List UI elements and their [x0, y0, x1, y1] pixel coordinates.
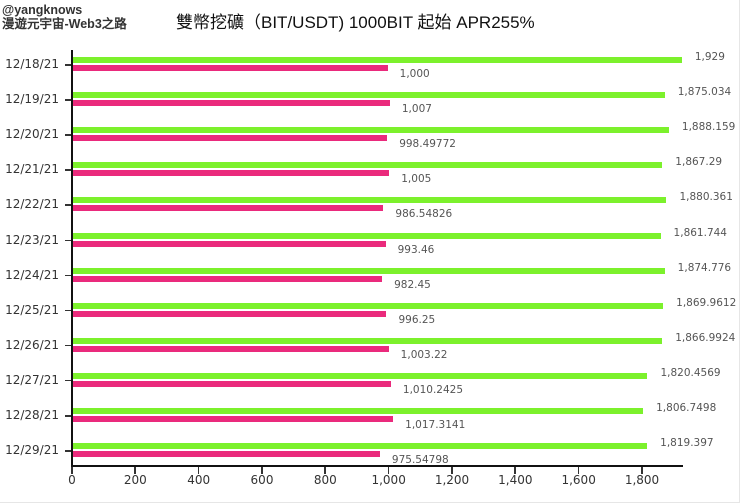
y-axis-label: 12/18/21: [5, 57, 59, 71]
bar-value-label: 1,875.034: [677, 86, 732, 99]
bar-value-label: 1,003.22: [400, 348, 448, 361]
bar-value-label: 1,017.3141: [405, 419, 466, 431]
y-axis-tick: [65, 344, 71, 347]
x-axis-tick: [451, 467, 453, 474]
bar-green[interactable]: [73, 443, 648, 450]
y-axis-tick: [65, 415, 71, 417]
x-axis-tick: [71, 467, 73, 474]
y-axis-tick: [65, 204, 71, 206]
bar-value-label: 1,819.397: [660, 437, 714, 450]
x-axis-tick: [577, 467, 580, 474]
y-axis-tick: [65, 379, 71, 382]
bar-value-label: 1,929: [694, 51, 725, 63]
bar-pink[interactable]: [73, 100, 390, 107]
x-axis-tick: [324, 467, 326, 474]
author-handle: @yangknows: [2, 3, 83, 17]
bar-green[interactable]: [73, 127, 669, 134]
x-axis-tick: [514, 467, 516, 474]
bar-value-label: 986.54826: [395, 208, 453, 221]
bar-value-label: 1,880.361: [679, 191, 733, 204]
x-axis-label: 1,600: [561, 473, 596, 487]
bar-pink[interactable]: [73, 205, 384, 212]
bar-value-label: 1,007: [401, 103, 432, 116]
y-axis-label: 12/28/21: [5, 408, 59, 422]
author-tagline: 漫遊元宇宙-Web3之路: [2, 17, 127, 31]
y-axis-label: 12/21/21: [5, 162, 59, 177]
y-axis-tick: [65, 274, 71, 277]
x-axis-label: 400: [187, 473, 211, 487]
x-axis-label: 800: [313, 473, 337, 487]
x-axis-tick: [261, 467, 263, 474]
y-axis-tick: [65, 169, 71, 171]
x-axis-label: 1,800: [624, 473, 660, 487]
y-axis-tick: [65, 99, 71, 101]
bar-value-label: 998.49772: [399, 138, 456, 151]
bar-pink[interactable]: [73, 380, 391, 387]
x-axis-tick: [387, 467, 390, 474]
bar-value-label: 982.45: [394, 278, 431, 291]
y-axis-label: 12/26/21: [5, 337, 59, 352]
y-axis-tick: [65, 450, 71, 452]
y-axis-label: 12/25/21: [5, 302, 59, 317]
bar-value-label: 1,861.744: [673, 226, 727, 239]
bar-value-label: 975.54798: [391, 454, 449, 467]
bar-green[interactable]: [73, 408, 644, 414]
bar-pink[interactable]: [73, 451, 380, 458]
bar-green[interactable]: [73, 267, 665, 274]
bar-pink[interactable]: [73, 416, 394, 422]
bar-value-label: 1,005: [401, 173, 432, 186]
y-axis-tick: [65, 309, 71, 312]
bar-green[interactable]: [73, 92, 665, 99]
y-axis-tick: [65, 239, 71, 241]
bar-value-label: 1,869.9612: [676, 296, 737, 309]
bar-value-label: 1,874.776: [677, 261, 732, 274]
y-axis-label: 12/24/21: [5, 267, 59, 282]
x-axis-label: 600: [250, 473, 274, 487]
bar-value-label: 996.25: [398, 313, 436, 326]
bar-pink[interactable]: [73, 65, 388, 71]
bar-value-label: 1,000: [399, 68, 430, 80]
bar-value-label: 993.46: [397, 243, 435, 256]
x-axis-tick: [134, 467, 136, 474]
bar-pink[interactable]: [73, 345, 389, 352]
chart-title: 雙幣挖礦（BIT/USDT) 1000BIT 起始 APR255%: [176, 13, 535, 32]
x-axis-label: 200: [123, 473, 147, 487]
bar-pink[interactable]: [73, 170, 390, 177]
bar-pink[interactable]: [73, 135, 388, 142]
x-axis-line: [71, 465, 683, 467]
bar-value-label: 1,010.2425: [402, 383, 464, 396]
y-axis-label: 12/20/21: [5, 127, 59, 142]
x-axis-label: 1,200: [434, 473, 470, 487]
y-axis-label: 12/27/21: [5, 372, 59, 387]
y-axis-line: [71, 50, 73, 467]
bar-green[interactable]: [73, 302, 664, 309]
bar-green[interactable]: [73, 57, 682, 63]
bar-value-label: 1,806.7498: [656, 402, 717, 414]
bar-green[interactable]: [73, 337, 663, 344]
x-axis-tick: [197, 467, 200, 474]
y-axis-label: 12/29/21: [5, 443, 59, 458]
y-axis-label: 12/23/21: [5, 232, 59, 247]
bar-value-label: 1,888.159: [681, 121, 736, 134]
bar-value-label: 1,866.9924: [675, 331, 736, 344]
bar-green[interactable]: [73, 232, 661, 239]
bar-value-label: 1,820.4569: [660, 366, 721, 379]
y-axis-tick: [65, 134, 71, 136]
y-axis-tick: [65, 64, 71, 66]
y-axis-label: 12/19/21: [5, 92, 59, 107]
x-axis-label: 0: [68, 473, 76, 487]
bar-green[interactable]: [73, 372, 648, 379]
bar-green[interactable]: [73, 162, 663, 169]
bar-value-label: 1,867.29: [675, 156, 723, 169]
x-axis-tick: [641, 467, 643, 474]
author-watermark: @yangknows 漫遊元宇宙-Web3之路: [2, 3, 127, 31]
x-axis-label: 1,000: [371, 473, 406, 487]
bar-pink[interactable]: [73, 240, 386, 247]
bar-pink[interactable]: [73, 275, 383, 282]
bar-pink[interactable]: [73, 310, 387, 317]
bar-green[interactable]: [73, 197, 667, 204]
x-axis-label: 1,400: [498, 473, 533, 487]
y-axis-label: 12/22/21: [5, 197, 59, 212]
